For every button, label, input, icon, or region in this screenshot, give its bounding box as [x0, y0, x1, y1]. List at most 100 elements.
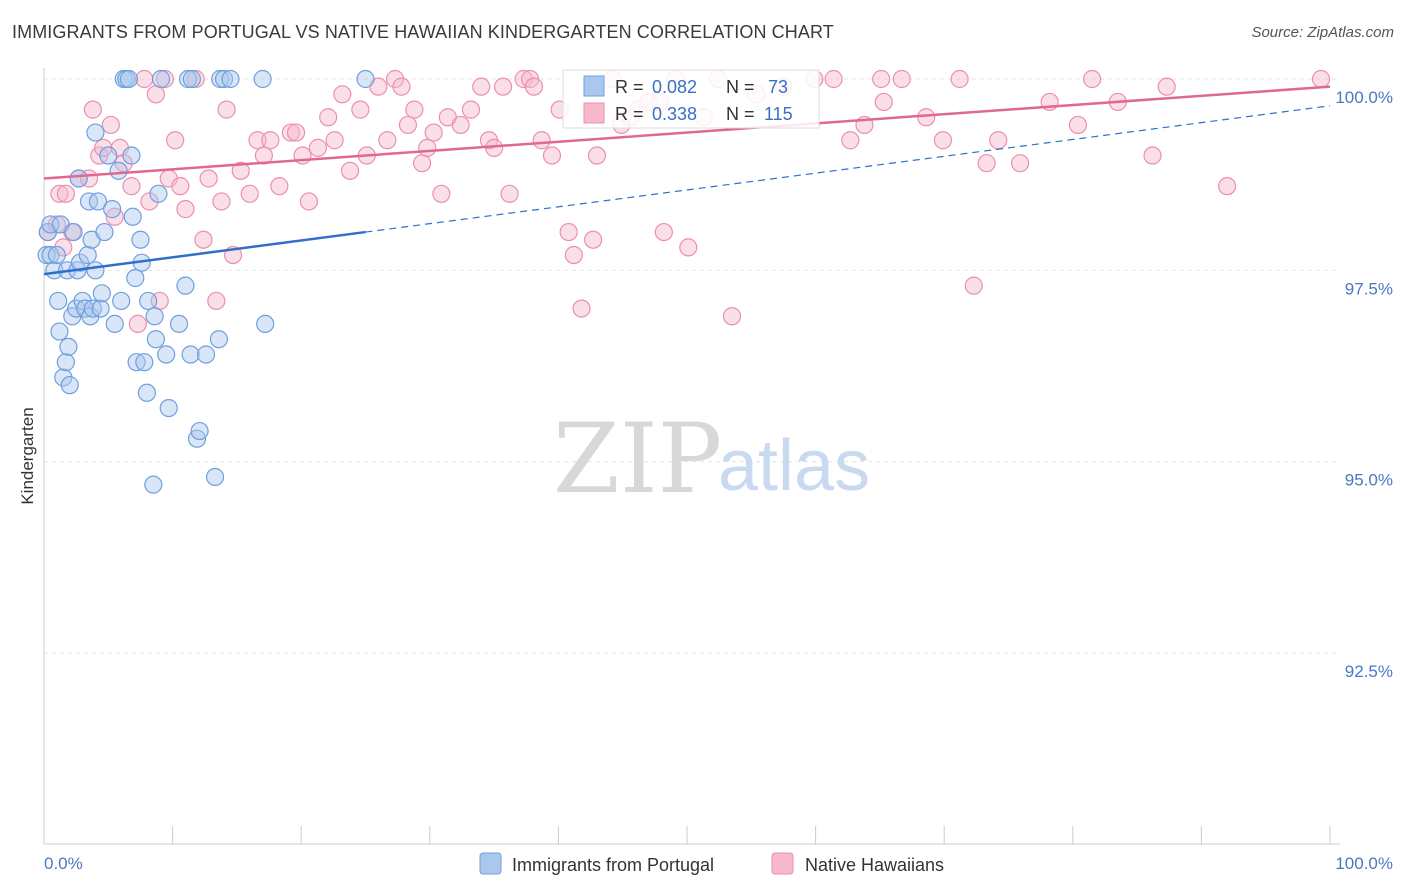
- point-native-hawaiians: [333, 85, 352, 104]
- point-native-hawaiians: [56, 184, 75, 203]
- point-portugal: [47, 245, 66, 265]
- point-native-hawaiians: [917, 108, 936, 127]
- point-portugal: [145, 307, 164, 326]
- point-native-hawaiians: [240, 184, 259, 203]
- point-portugal: [256, 314, 275, 334]
- point-native-hawaiians: [418, 138, 437, 157]
- point-native-hawaiians: [212, 192, 231, 211]
- trend-line-portugal: [43, 230, 366, 276]
- point-native-hawaiians: [572, 299, 591, 318]
- point-portugal: [119, 69, 138, 89]
- point-portugal: [181, 345, 200, 364]
- point-native-hawaiians: [217, 100, 236, 119]
- point-native-hawaiians: [1218, 177, 1237, 196]
- point-native-hawaiians: [432, 184, 451, 203]
- point-native-hawaiians: [286, 123, 306, 142]
- point-native-hawaiians: [933, 131, 953, 150]
- point-native-hawaiians: [248, 131, 267, 150]
- point-native-hawaiians: [514, 69, 533, 89]
- point-native-hawaiians: [261, 131, 280, 150]
- point-portugal: [83, 299, 102, 318]
- point-native-hawaiians: [1068, 115, 1088, 135]
- point-native-hawaiians: [451, 115, 470, 135]
- point-portugal: [88, 192, 108, 211]
- stats-legend-box: [562, 69, 820, 129]
- point-native-hawaiians: [564, 245, 583, 265]
- point-portugal: [205, 467, 225, 487]
- point-portugal: [122, 146, 141, 165]
- point-native-hawaiians: [171, 177, 190, 196]
- point-portugal: [37, 245, 56, 265]
- point-portugal: [253, 69, 272, 89]
- point-portugal: [123, 207, 142, 226]
- point-portugal: [95, 222, 114, 242]
- x-tick-label-min: 0.0%: [44, 854, 83, 873]
- trend-line-portugal-extrapolated: [365, 105, 1331, 233]
- point-portugal: [70, 253, 90, 272]
- point-native-hawaiians: [872, 69, 891, 89]
- point-portugal: [137, 383, 156, 402]
- point-portugal: [99, 146, 118, 165]
- point-portugal: [139, 291, 158, 311]
- point-native-hawaiians: [146, 85, 165, 104]
- point-native-hawaiians: [1311, 69, 1331, 89]
- point-portugal: [41, 245, 60, 265]
- point-portugal: [209, 330, 228, 349]
- point-native-hawaiians: [494, 77, 513, 96]
- legend-r-label-hawaiians: R =: [615, 104, 644, 124]
- watermark-atlas: atlas: [718, 426, 870, 506]
- legend-swatch-hawaiians: [583, 102, 605, 124]
- point-portugal: [59, 337, 78, 356]
- point-portugal: [91, 299, 110, 318]
- legend-n-value-hawaiians: 115: [764, 104, 793, 124]
- point-native-hawaiians: [186, 69, 205, 89]
- point-native-hawaiians: [892, 69, 911, 89]
- point-native-hawaiians: [977, 154, 996, 173]
- point-native-hawaiians: [135, 69, 154, 89]
- point-portugal: [127, 353, 146, 372]
- point-portugal: [157, 345, 176, 364]
- point-portugal: [92, 284, 111, 303]
- point-portugal: [131, 230, 150, 249]
- point-portugal: [105, 314, 124, 334]
- trend-line-native-hawaiians: [43, 85, 1331, 180]
- stats-legend: R = 0.082 N = 73 R = 0.338 N = 115: [562, 69, 820, 129]
- point-portugal: [176, 276, 195, 295]
- point-native-hawaiians: [989, 131, 1008, 150]
- point-native-hawaiians: [207, 291, 226, 311]
- y-tick-label: 100.0%: [1335, 88, 1393, 107]
- point-portugal: [221, 69, 240, 89]
- y-tick-label: 92.5%: [1345, 662, 1393, 681]
- watermark: ZIP atlas: [553, 403, 870, 515]
- y-tick-label: 95.0%: [1345, 471, 1393, 490]
- point-native-hawaiians: [587, 146, 607, 165]
- chart-title: IMMIGRANTS FROM PORTUGAL VS NATIVE HAWAI…: [12, 22, 834, 42]
- point-portugal: [214, 69, 234, 89]
- point-portugal: [109, 161, 128, 180]
- point-portugal: [103, 200, 122, 219]
- point-native-hawaiians: [319, 108, 338, 127]
- point-native-hawaiians: [50, 184, 69, 203]
- grid-lines: [44, 78, 1340, 654]
- point-native-hawaiians: [472, 77, 491, 96]
- series-portugal-points: [37, 69, 375, 494]
- point-portugal: [78, 245, 97, 265]
- point-native-hawaiians: [824, 69, 843, 89]
- point-native-hawaiians: [524, 77, 544, 96]
- point-portugal: [41, 215, 60, 234]
- legend-r-label-portugal: R =: [615, 77, 644, 97]
- point-native-hawaiians: [155, 69, 174, 89]
- point-portugal: [69, 169, 88, 188]
- point-native-hawaiians: [231, 161, 250, 180]
- legend-swatch-portugal: [583, 75, 605, 97]
- legend-n-label-hawaiians: N =: [726, 104, 755, 124]
- point-portugal: [356, 69, 375, 89]
- point-native-hawaiians: [424, 123, 443, 142]
- point-portugal: [159, 398, 178, 418]
- point-native-hawaiians: [1010, 154, 1030, 173]
- y-tick-label: 97.5%: [1345, 279, 1393, 298]
- bottom-legend: Immigrants from Portugal Native Hawaiian…: [479, 852, 944, 875]
- y-axis-title: Kindergarten: [18, 407, 37, 504]
- point-portugal: [112, 291, 131, 311]
- point-native-hawaiians: [500, 184, 519, 203]
